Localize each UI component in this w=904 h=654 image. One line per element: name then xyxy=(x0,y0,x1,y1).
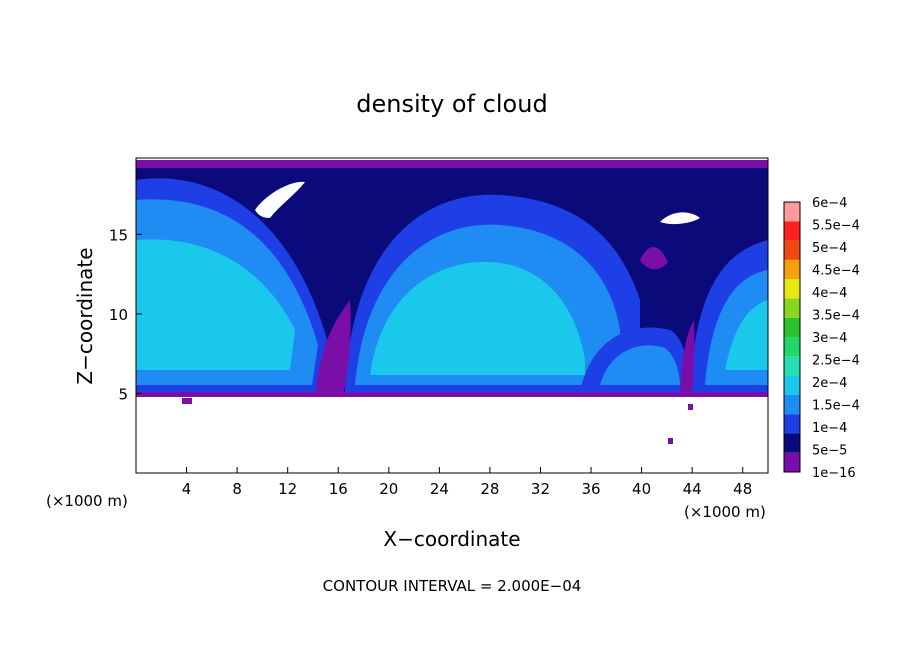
y-axis: 5 10 15 xyxy=(109,226,142,403)
colorbar-swatch xyxy=(784,337,800,357)
y-axis-label: Z−coordinate xyxy=(73,247,97,384)
colorbar-swatch xyxy=(784,259,800,280)
colorbar-label: 5.5e−4 xyxy=(812,219,860,234)
colorbar-label: 3e−4 xyxy=(812,331,847,346)
colorbar-swatch xyxy=(784,433,800,453)
x-tick-label: 32 xyxy=(531,480,550,498)
colorbar-label: 1e−16 xyxy=(812,466,856,481)
chart-title: density of cloud xyxy=(356,90,547,118)
cell-right-core xyxy=(725,300,768,370)
colorbar-swatch xyxy=(784,317,800,337)
x-tick-label: 48 xyxy=(733,480,752,498)
colorbar-label: 4.5e−4 xyxy=(812,264,860,279)
x-tick-label: 28 xyxy=(480,480,499,498)
colorbar-swatch xyxy=(784,394,800,415)
colorbar-label: 1.5e−4 xyxy=(812,399,860,414)
colorbar-label: 2.5e−4 xyxy=(812,354,860,369)
colorbar-swatch xyxy=(784,202,800,222)
colorbar-label: 5e−4 xyxy=(812,241,847,256)
colorbar-swatch xyxy=(784,240,800,260)
colorbar-label: 1e−4 xyxy=(812,421,847,436)
x-tick-label: 8 xyxy=(232,480,242,498)
colorbar: 1e−16 5e−5 1e−4 1.5e−4 2e−4 2.5e−4 3e−4 3.5e−4 4… xyxy=(783,196,860,481)
colorbar-label: 4e−4 xyxy=(812,286,847,301)
x-tick-label: 44 xyxy=(683,480,702,498)
x-tick-label: 12 xyxy=(278,480,297,498)
colorbar-swatch xyxy=(784,298,800,318)
colorbar-swatch xyxy=(784,221,800,241)
colorbar-label: 6e−4 xyxy=(812,196,847,211)
cell-left-core xyxy=(136,239,295,370)
colorbar-swatch xyxy=(784,279,800,299)
x-axis-label: X−coordinate xyxy=(383,527,520,551)
x-tick-label: 4 xyxy=(182,480,192,498)
colorbar-label: 2e−4 xyxy=(812,376,847,391)
x-axis: 4 8 12 16 20 24 28 32 36 40 44 48 xyxy=(182,467,752,498)
colorbar-label: 5e−5 xyxy=(812,444,847,459)
colorbar-swatch xyxy=(784,414,800,434)
plot-frame xyxy=(135,157,769,474)
colorbar-frame xyxy=(783,201,801,473)
x-tick-label: 40 xyxy=(632,480,651,498)
colorbar-swatch xyxy=(784,356,800,376)
y-tick-label: 5 xyxy=(118,385,128,403)
y-tick-label: 10 xyxy=(109,306,128,324)
x-tick-label: 16 xyxy=(329,480,348,498)
colorbar-label: 3.5e−4 xyxy=(812,309,860,324)
cloud-density-field xyxy=(136,158,768,473)
colorbar-swatch xyxy=(784,452,800,472)
y-tick-label: 15 xyxy=(109,226,128,244)
x-unit-right: (×1000 m) xyxy=(684,503,766,521)
x-tick-label: 36 xyxy=(581,480,600,498)
x-tick-label: 24 xyxy=(430,480,449,498)
contour-interval: CONTOUR INTERVAL = 2.000E−04 xyxy=(323,577,582,595)
colorbar-swatch xyxy=(784,375,800,395)
x-unit-left: (×1000 m) xyxy=(46,492,128,510)
x-tick-label: 20 xyxy=(379,480,398,498)
cell-center-core xyxy=(370,261,585,375)
